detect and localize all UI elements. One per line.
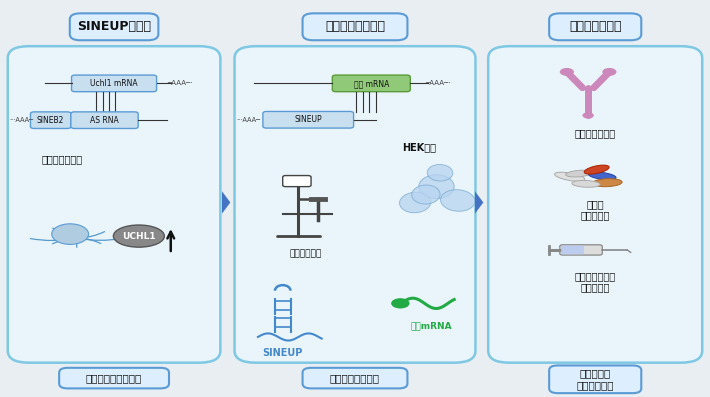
FancyBboxPatch shape xyxy=(72,75,157,92)
FancyBboxPatch shape xyxy=(70,13,158,40)
Ellipse shape xyxy=(441,190,475,211)
Text: 抗体の大量生産: 抗体の大量生産 xyxy=(574,128,616,138)
Ellipse shape xyxy=(400,192,431,213)
Text: 標的 mRNA: 標的 mRNA xyxy=(354,79,389,88)
Circle shape xyxy=(582,112,594,119)
Text: 薬剤の
効率的生産: 薬剤の 効率的生産 xyxy=(581,199,610,220)
Ellipse shape xyxy=(566,170,592,177)
Text: 標的mRNA: 標的mRNA xyxy=(410,322,452,330)
Ellipse shape xyxy=(572,181,600,187)
Text: HEK細胞: HEK細胞 xyxy=(402,142,436,152)
Ellipse shape xyxy=(592,179,622,187)
FancyBboxPatch shape xyxy=(302,368,408,388)
FancyBboxPatch shape xyxy=(263,112,354,128)
FancyBboxPatch shape xyxy=(31,112,71,129)
Text: AS RNA: AS RNA xyxy=(90,116,119,125)
FancyBboxPatch shape xyxy=(561,246,584,254)
FancyBboxPatch shape xyxy=(283,175,311,187)
Circle shape xyxy=(391,298,410,308)
Text: SINEUP: SINEUP xyxy=(295,115,322,124)
Text: ─AAA─·: ─AAA─· xyxy=(425,80,451,87)
FancyBboxPatch shape xyxy=(549,366,641,393)
Text: 共焦点顕微鏡: 共焦点顕微鏡 xyxy=(289,249,322,258)
Text: 核酸医薬品
としての応用: 核酸医薬品 としての応用 xyxy=(577,368,614,390)
FancyBboxPatch shape xyxy=(488,46,702,363)
Circle shape xyxy=(559,68,574,76)
Text: UCHL1: UCHL1 xyxy=(122,231,155,241)
Text: SINEUPの発見: SINEUPの発見 xyxy=(77,20,151,33)
Ellipse shape xyxy=(555,172,585,181)
Ellipse shape xyxy=(584,165,609,174)
FancyBboxPatch shape xyxy=(8,46,220,363)
FancyBboxPatch shape xyxy=(549,13,641,40)
Text: 医薬品への応用: 医薬品への応用 xyxy=(569,20,621,33)
Ellipse shape xyxy=(427,164,453,181)
Text: マウス神経細胞: マウス神経細胞 xyxy=(42,154,83,164)
Ellipse shape xyxy=(589,172,616,180)
FancyBboxPatch shape xyxy=(59,368,169,388)
Text: メカニズムの解明: メカニズムの解明 xyxy=(325,20,385,33)
Ellipse shape xyxy=(412,185,440,204)
Text: SINEUP: SINEUP xyxy=(263,348,303,358)
Text: 疾患モデルへの
治療的投与: 疾患モデルへの 治療的投与 xyxy=(574,271,616,292)
FancyBboxPatch shape xyxy=(332,75,410,92)
Circle shape xyxy=(602,68,616,76)
Text: ···AAA─: ···AAA─ xyxy=(236,117,261,123)
FancyBboxPatch shape xyxy=(71,112,138,129)
Text: ─AAA─·: ─AAA─· xyxy=(168,80,192,87)
Text: Uchl1 mRNA: Uchl1 mRNA xyxy=(90,79,138,88)
FancyBboxPatch shape xyxy=(234,46,476,363)
FancyBboxPatch shape xyxy=(559,245,602,255)
Text: 細胞内局在の特定: 細胞内局在の特定 xyxy=(330,373,380,383)
Ellipse shape xyxy=(419,175,454,198)
Text: SINEB2: SINEB2 xyxy=(37,116,65,125)
Ellipse shape xyxy=(114,225,165,247)
Ellipse shape xyxy=(52,224,89,245)
Text: 標的蛋白質産生促進: 標的蛋白質産生促進 xyxy=(86,373,142,383)
FancyBboxPatch shape xyxy=(302,13,408,40)
Text: ···AAA─: ···AAA─ xyxy=(9,117,33,123)
